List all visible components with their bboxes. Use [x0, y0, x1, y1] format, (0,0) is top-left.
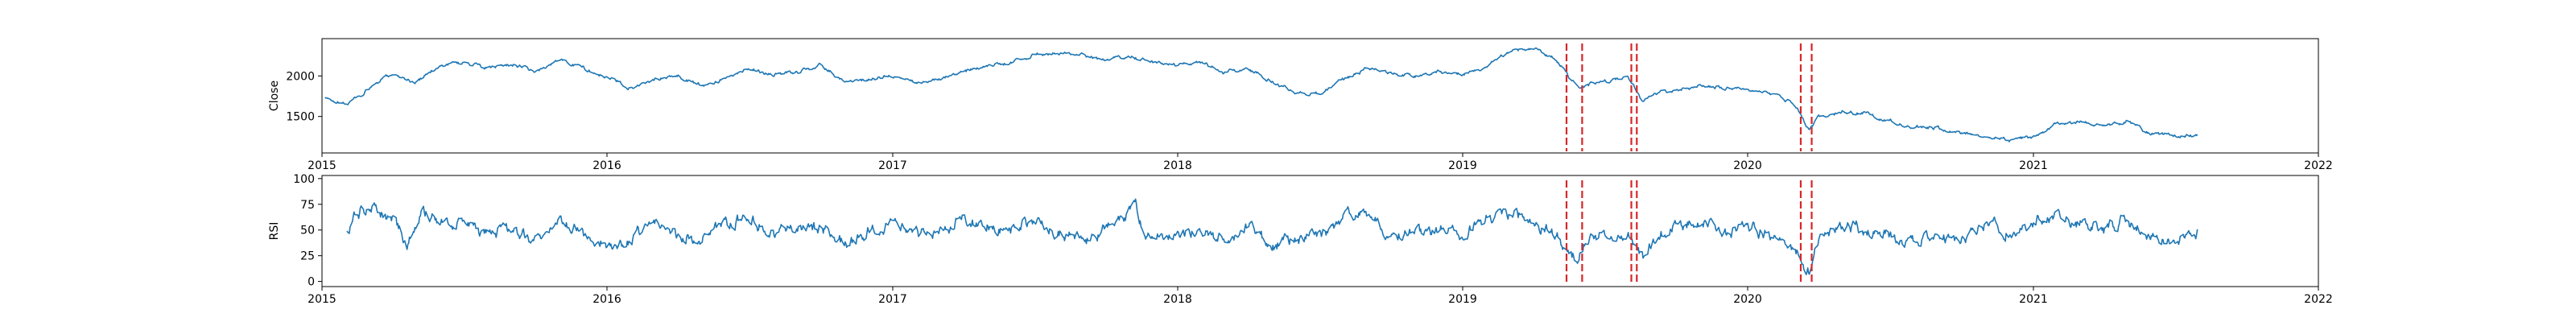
rsi-x-tick-label-3: 2018: [1163, 293, 1192, 306]
rsi-y-tick-label-3: 75: [300, 199, 315, 212]
close-y-axis-label: Close: [268, 80, 281, 111]
close-x-tick-label-0: 2015: [308, 159, 336, 172]
rsi-x-tick-label-0: 2015: [308, 293, 336, 306]
close-x-tick-label-5: 2020: [1733, 159, 1762, 172]
close-x-tick-label-6: 2021: [2019, 159, 2048, 172]
rsi-x-tick-label-4: 2019: [1448, 293, 1477, 306]
rsi-y-tick-label-4: 100: [293, 173, 315, 186]
rsi-x-tick-label-5: 2020: [1733, 293, 1762, 306]
close-price-panel: 2015 2016 2017 2018 2019 2020 2021 2022 1500 200…: [268, 38, 2333, 172]
close-price-series-line: [324, 47, 2198, 142]
close-event-markers: [1565, 43, 1813, 151]
rsi-x-tick-label-2: 2017: [878, 293, 907, 306]
rsi-x-ticks: 2015 2016 2017 2018 2019 2020 2021 2022: [308, 287, 2333, 306]
close-x-tick-label-2: 2017: [878, 159, 907, 172]
close-axes-frame: [321, 38, 2319, 154]
close-y-tick-label-0: 1500: [286, 111, 315, 124]
close-x-tick-label-7: 2022: [2304, 159, 2333, 172]
close-x-tick-label-3: 2018: [1163, 159, 1192, 172]
rsi-y-tick-label-0: 0: [308, 276, 315, 289]
rsi-event-markers: [1565, 180, 1813, 285]
rsi-x-tick-label-6: 2021: [2019, 293, 2048, 306]
rsi-y-tick-label-1: 25: [300, 250, 315, 263]
rsi-y-ticks: 0 25 50 75 100: [293, 173, 322, 289]
rsi-x-tick-label-1: 2016: [592, 293, 621, 306]
close-y-ticks: 1500 2000: [286, 70, 322, 124]
rsi-x-tick-label-7: 2022: [2304, 293, 2333, 306]
close-x-tick-label-1: 2016: [592, 159, 621, 172]
rsi-series-line: [346, 198, 2198, 275]
close-y-tick-label-1: 2000: [286, 70, 315, 83]
rsi-panel: 2015 2016 2017 2018 2019 2020 2021 2022 0 25 50 75…: [268, 173, 2333, 306]
rsi-y-axis-label: RSI: [268, 222, 281, 241]
rsi-axes-frame: [321, 175, 2319, 287]
rsi-y-tick-label-2: 50: [300, 225, 315, 237]
close-x-ticks: 2015 2016 2017 2018 2019 2020 2021 2022: [308, 153, 2333, 172]
close-x-tick-label-4: 2019: [1448, 159, 1477, 172]
